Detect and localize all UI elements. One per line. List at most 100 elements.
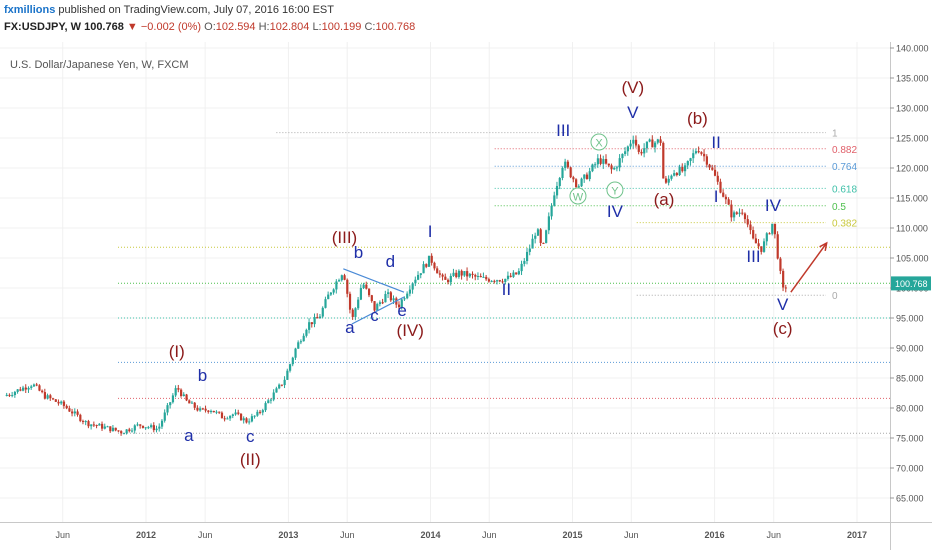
candle-body xyxy=(111,427,115,432)
candle-body xyxy=(569,167,572,178)
candle-body xyxy=(288,364,292,371)
time-axis[interactable]: Jun 2012 Jun 2013 Jun 2014 Jun 2015 Jun 2016 Jun 20… xyxy=(55,530,867,540)
candle-body xyxy=(414,279,417,284)
candle-body xyxy=(659,139,662,143)
candle-body xyxy=(98,423,101,426)
price-tick-label: 85.000 xyxy=(896,374,924,384)
candle-body xyxy=(599,158,602,164)
candle-body xyxy=(30,386,33,388)
candle-body xyxy=(422,264,425,274)
symbol-label: FX:USDJPY, W xyxy=(4,21,82,33)
fib-label: 0.5 xyxy=(832,202,846,213)
candle-body xyxy=(697,151,700,153)
candle-body xyxy=(640,151,643,154)
wave-label: b xyxy=(354,243,363,262)
candle-body xyxy=(773,223,777,235)
candle-body xyxy=(550,205,553,217)
candle-body xyxy=(689,158,692,162)
candle-body xyxy=(417,274,420,280)
candle-body xyxy=(308,322,311,330)
candle-body xyxy=(572,177,575,180)
candle-body xyxy=(204,408,207,411)
candle-body xyxy=(370,295,373,302)
candle-body xyxy=(283,379,286,386)
candle-body xyxy=(302,335,305,342)
candle-body xyxy=(525,251,529,262)
candle-body xyxy=(133,425,136,431)
candle-body xyxy=(373,301,376,311)
candle-body xyxy=(177,388,180,390)
time-tick-label: Jun xyxy=(766,530,781,540)
drawings[interactable] xyxy=(343,241,828,325)
candle-body xyxy=(427,255,431,267)
candle-body xyxy=(558,177,561,186)
time-tick-label: 2016 xyxy=(705,530,725,540)
candle-body xyxy=(351,309,354,317)
candle-body xyxy=(335,281,338,290)
candle-body xyxy=(703,153,706,157)
candle-body xyxy=(158,426,161,429)
candle-body xyxy=(441,274,444,277)
high-label: H: xyxy=(258,21,270,33)
candle-body xyxy=(196,407,199,411)
low-value: 100.199 xyxy=(321,21,362,33)
candle-body xyxy=(32,384,36,387)
candle-body xyxy=(539,229,542,243)
candle-body xyxy=(357,299,360,309)
candle-body xyxy=(419,273,422,275)
candle-body xyxy=(564,161,567,168)
price-tick-label: 135.000 xyxy=(896,74,929,84)
candle-body xyxy=(43,392,47,399)
candle-body xyxy=(555,185,559,196)
candle-body xyxy=(754,238,758,244)
price-axis[interactable]: 65.000 70.000 75.000 80.000 85.000 90.000 95.0… xyxy=(890,44,931,504)
candle-body xyxy=(542,242,545,244)
candle-body xyxy=(615,167,619,169)
candle-body xyxy=(329,292,333,295)
candle-body xyxy=(580,178,583,187)
author-link[interactable]: fxmillions xyxy=(4,4,56,16)
candle-body xyxy=(561,167,564,178)
candle-body xyxy=(452,272,455,276)
candle-body xyxy=(678,167,681,176)
candle-body xyxy=(610,165,613,170)
candle-body xyxy=(169,402,172,406)
wave-label: W xyxy=(573,192,584,204)
candle-body xyxy=(321,307,324,317)
candle-body xyxy=(261,410,264,413)
candle-body xyxy=(485,276,488,280)
candle-body xyxy=(784,287,787,289)
candle-body xyxy=(231,414,234,416)
candle-body xyxy=(207,410,210,412)
candle-body xyxy=(733,212,736,218)
candle-body xyxy=(144,427,147,429)
candle-body xyxy=(49,395,52,399)
candle-body xyxy=(389,292,392,301)
candle-body xyxy=(226,418,229,420)
wave-label: a xyxy=(345,318,355,337)
fibonacci-levels[interactable]: 1 0.882 0.764 0.618 0.5 0.382 0 xyxy=(276,129,857,303)
plot-background xyxy=(0,42,890,522)
candle-body xyxy=(327,294,330,300)
candle-body xyxy=(60,401,63,404)
candle-body xyxy=(73,411,76,414)
wave-label: V xyxy=(627,103,639,122)
candle-body xyxy=(670,175,673,179)
candle-body xyxy=(87,421,90,427)
candle-body xyxy=(120,431,123,434)
candle-body xyxy=(155,428,158,431)
candle-body xyxy=(13,391,17,396)
candle-body xyxy=(313,316,316,325)
candle-body xyxy=(664,178,668,183)
candle-body xyxy=(160,420,164,427)
candle-body xyxy=(294,348,297,358)
candle-body xyxy=(588,171,591,180)
close-value: 100.768 xyxy=(375,21,416,33)
time-tick-label: 2013 xyxy=(278,530,298,540)
candle-body xyxy=(348,293,352,310)
candle-body xyxy=(487,279,491,282)
candle-body xyxy=(76,411,79,415)
candle-body xyxy=(365,284,368,289)
candle-body xyxy=(318,316,322,319)
